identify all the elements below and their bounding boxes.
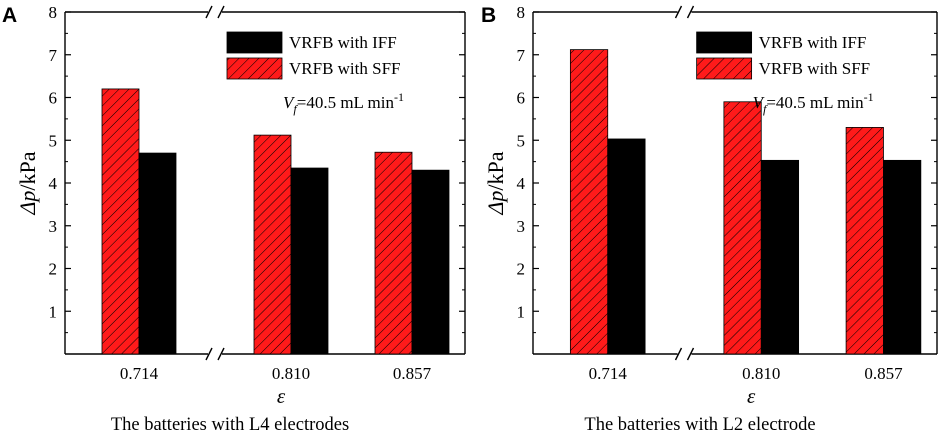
annotation-sub: f	[293, 102, 298, 116]
legend-swatch-sff	[226, 57, 283, 80]
panel-caption: The batteries with L2 electrode	[584, 415, 815, 435]
y-tick-label: 7	[517, 46, 526, 65]
y-tick-label: 1	[517, 302, 526, 321]
legend-swatch-iff	[696, 31, 753, 54]
axis-break-gap	[208, 350, 222, 358]
x-tick-label: 0.810	[272, 364, 310, 383]
y-axis-label: Δp/kPa	[483, 151, 508, 215]
legend-label-iff: VRFB with IFF	[289, 33, 397, 52]
y-tick-label: 8	[517, 3, 526, 22]
legend-label-sff: VRFB with SFF	[289, 59, 401, 78]
annotation-v: V	[753, 93, 766, 112]
y-axis-label: Δp/kPa	[15, 151, 40, 215]
y-tick-label: 4	[517, 174, 526, 193]
y-tick-label: 5	[517, 131, 526, 150]
y-axis-symbol: Δp	[483, 191, 508, 216]
bar-iff-0.857	[883, 159, 922, 355]
y-tick-label: 8	[49, 3, 58, 22]
panel-label: A	[2, 4, 17, 27]
y-tick-label: 2	[517, 260, 526, 279]
y-tick-label: 6	[49, 89, 58, 108]
axis-break-mark	[205, 347, 213, 361]
axis-break-mark	[674, 5, 683, 19]
bar-sff-0.714	[569, 49, 609, 355]
bar-iff-0.810	[760, 159, 800, 355]
annotation-sup: -1	[394, 90, 404, 104]
flow-rate-annotation: Vf=40.5 mL min-1	[283, 90, 404, 116]
axis-break-mark	[686, 347, 695, 361]
bar-iff-0.810	[290, 167, 329, 355]
x-tick-label: 0.810	[742, 364, 780, 383]
bar-sff-0.857	[845, 127, 884, 355]
chart-panel-a: A 1 2 3 4 5 6 7 8 0.714 0.810 0.857 ε The batteries w…	[2, 3, 466, 435]
y-tick-label: 3	[517, 217, 526, 236]
chart-panel-b: B 1 2 3 4 5 6 7 8 0.714 0.810 0.857 ε The batteries w…	[481, 3, 938, 435]
y-tick-label: 7	[49, 46, 58, 65]
x-tick-label: 0.857	[864, 364, 903, 383]
y-tick-label: 5	[49, 131, 58, 150]
annotation-sup: -1	[864, 90, 874, 104]
annotation-value: =40.5 mL min	[766, 93, 864, 112]
axis-break-gap	[677, 8, 692, 16]
bar-iff-0.857	[411, 169, 450, 355]
x-tick-label: 0.714	[120, 364, 159, 383]
y-tick-label: 2	[49, 260, 58, 279]
x-axis-label: ε	[277, 384, 286, 408]
axis-break-mark	[686, 5, 695, 19]
annotation-v: V	[283, 93, 296, 112]
bar-sff-0.810	[723, 101, 762, 355]
bar-iff-0.714	[138, 152, 177, 355]
panel-label: B	[481, 4, 496, 27]
axis-break-mark	[205, 5, 213, 19]
x-tick-label: 0.857	[393, 364, 432, 383]
y-tick-label: 6	[517, 89, 526, 108]
y-axis-symbol: Δp	[15, 191, 40, 216]
x-axis-label: ε	[747, 384, 756, 408]
legend-label-iff: VRFB with IFF	[759, 33, 867, 52]
legend-label-sff: VRFB with SFF	[759, 59, 871, 78]
axis-break-mark	[217, 5, 225, 19]
bar-iff-0.714	[607, 138, 646, 355]
bar-sff-0.810	[253, 134, 292, 355]
y-tick-label: 4	[49, 174, 58, 193]
axis-break-mark	[217, 347, 225, 361]
annotation-value: =40.5 mL min	[297, 93, 395, 112]
panel-caption: The batteries with L4 electrodes	[111, 415, 349, 435]
y-axis-unit: /kPa	[483, 151, 508, 190]
flow-rate-annotation: Vf=40.5 mL min-1	[753, 90, 874, 116]
axis-break-mark	[674, 347, 683, 361]
y-tick-label: 1	[49, 302, 58, 321]
x-tick-label: 0.714	[589, 364, 628, 383]
y-tick-label: 3	[49, 217, 58, 236]
legend-swatch-sff	[696, 57, 753, 80]
bar-sff-0.714	[101, 88, 140, 355]
legend-swatch-iff	[226, 31, 283, 54]
annotation-sub: f	[763, 102, 768, 116]
axis-break-gap	[208, 8, 222, 16]
axis-break-gap	[677, 350, 692, 358]
bar-sff-0.857	[374, 151, 413, 355]
y-axis-unit: /kPa	[15, 151, 40, 190]
